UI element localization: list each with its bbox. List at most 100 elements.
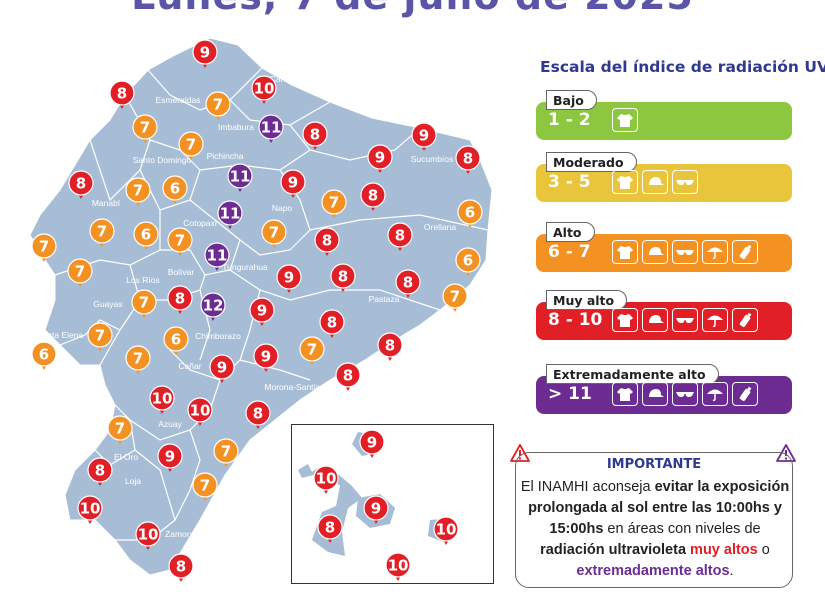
uv-marker: 9 bbox=[276, 264, 302, 293]
uv-value-label: 6 bbox=[465, 204, 475, 222]
province-label: Napo bbox=[272, 203, 293, 213]
uv-value-label: 9 bbox=[375, 149, 385, 167]
uv-value-label: 7 bbox=[133, 350, 143, 368]
uv-marker-galapagos: 10 bbox=[313, 465, 339, 494]
umbrella-icon bbox=[702, 240, 728, 264]
uv-marker: 9 bbox=[367, 144, 393, 173]
uv-value-label: 8 bbox=[343, 367, 353, 385]
uv-level-range: 6 - 7 bbox=[548, 242, 591, 262]
uv-marker: 6 bbox=[163, 326, 189, 355]
uv-level-label: Muy alto bbox=[546, 290, 628, 310]
uv-marker: 10 bbox=[135, 521, 161, 550]
uv-marker: 6 bbox=[457, 199, 483, 228]
uv-value-label: 11 bbox=[207, 247, 228, 265]
uv-value-label: 8 bbox=[310, 126, 320, 144]
uv-marker: 10 bbox=[149, 385, 175, 414]
protection-icons bbox=[612, 308, 758, 332]
uv-value-label: 8 bbox=[76, 175, 86, 193]
province-label: Orellana bbox=[424, 222, 456, 232]
uv-marker-galapagos: 9 bbox=[363, 495, 389, 524]
sunscreen-icon bbox=[732, 382, 758, 406]
uv-value-label: 6 bbox=[170, 180, 180, 198]
uv-value-label: 8 bbox=[327, 314, 337, 332]
uv-value-label: 7 bbox=[139, 294, 149, 312]
uv-value-label: 9 bbox=[284, 269, 294, 287]
uv-level-label: Moderado bbox=[546, 152, 637, 172]
page-title: Lunes, 7 de julio de 2025 bbox=[0, 0, 825, 18]
uv-marker: 8 bbox=[245, 400, 271, 429]
uv-level-range: 1 - 2 bbox=[548, 110, 591, 130]
uv-marker: 7 bbox=[299, 336, 325, 365]
shirt-icon bbox=[612, 240, 638, 264]
sunscreen-icon bbox=[732, 240, 758, 264]
uv-value-label: 9 bbox=[165, 448, 175, 466]
uv-marker: 6 bbox=[162, 175, 188, 204]
uv-value-label: 12 bbox=[203, 297, 224, 315]
cap-icon bbox=[642, 170, 668, 194]
uv-marker: 9 bbox=[253, 343, 279, 372]
notice-red: muy altos bbox=[690, 542, 758, 558]
uv-value-label: 10 bbox=[138, 526, 159, 544]
uv-value-label: 9 bbox=[367, 434, 377, 452]
uv-value-label: 10 bbox=[388, 557, 409, 575]
uv-value-label: 7 bbox=[140, 119, 150, 137]
uv-value-label: 11 bbox=[230, 168, 251, 186]
uv-value-label: 9 bbox=[200, 44, 210, 62]
uv-value-label: 8 bbox=[463, 150, 473, 168]
uv-marker: 6 bbox=[133, 221, 159, 250]
uv-level-label: Extremadamente alto bbox=[546, 364, 719, 384]
uv-value-label: 8 bbox=[385, 337, 395, 355]
uv-value-label: 9 bbox=[419, 127, 429, 145]
uv-value-label: 10 bbox=[436, 521, 457, 539]
province-label: Cotopaxi bbox=[183, 218, 217, 228]
uv-value-label: 8 bbox=[175, 290, 185, 308]
uv-value-label: 9 bbox=[371, 500, 381, 518]
cap-icon bbox=[642, 240, 668, 264]
uv-value-label: 7 bbox=[97, 223, 107, 241]
uv-value-label: 7 bbox=[115, 420, 125, 438]
province-label: Loja bbox=[125, 476, 141, 486]
uv-value-label: 7 bbox=[450, 288, 460, 306]
uv-value-label: 6 bbox=[141, 226, 151, 244]
uv-value-label: 7 bbox=[221, 443, 231, 461]
province-label: Esmeraldas bbox=[156, 95, 201, 105]
important-title: IMPORTANTE bbox=[606, 457, 702, 472]
uv-marker: 10 bbox=[187, 397, 213, 426]
uv-marker: 9 bbox=[157, 443, 183, 472]
uv-scale-title: Escala del índice de radiación UV bbox=[540, 58, 825, 76]
protection-icons bbox=[612, 382, 758, 406]
uv-value-label: 8 bbox=[117, 85, 127, 103]
uv-level: Alto 6 - 7 bbox=[536, 222, 792, 274]
shirt-icon bbox=[612, 382, 638, 406]
notice-purple: extremadamente altos bbox=[576, 563, 730, 579]
uv-level-label: Bajo bbox=[546, 90, 597, 110]
uv-marker: 11 bbox=[227, 163, 253, 192]
notice-text: El INAMHI aconseja bbox=[520, 479, 655, 495]
uv-value-label: 6 bbox=[463, 252, 473, 270]
uv-value-label: 10 bbox=[254, 80, 275, 98]
uv-value-label: 8 bbox=[322, 232, 332, 250]
protection-icons bbox=[612, 170, 698, 194]
uv-marker: 7 bbox=[131, 289, 157, 318]
uv-marker: 7 bbox=[89, 218, 115, 247]
uv-value-label: 8 bbox=[176, 558, 186, 576]
uv-marker: 7 bbox=[31, 233, 57, 262]
important-notice: IMPORTANTE El INAMHI aconseja evitar la … bbox=[515, 452, 793, 588]
uv-marker: 8 bbox=[314, 227, 340, 256]
shirt-icon bbox=[612, 308, 638, 332]
uv-marker: 7 bbox=[321, 189, 347, 218]
uv-marker: 8 bbox=[167, 285, 193, 314]
uv-marker: 8 bbox=[360, 182, 386, 211]
uv-marker: 8 bbox=[330, 263, 356, 292]
uv-value-label: 8 bbox=[403, 274, 413, 292]
uv-value-label: 10 bbox=[80, 500, 101, 518]
uv-value-label: 9 bbox=[217, 359, 227, 377]
uv-level: Moderado 3 - 5 bbox=[536, 152, 792, 204]
uv-marker-galapagos: 8 bbox=[317, 514, 343, 543]
uv-value-label: 9 bbox=[257, 302, 267, 320]
uv-marker: 7 bbox=[205, 91, 231, 120]
protection-icons bbox=[612, 240, 758, 264]
uv-value-label: 8 bbox=[368, 187, 378, 205]
uv-value-label: 7 bbox=[307, 341, 317, 359]
